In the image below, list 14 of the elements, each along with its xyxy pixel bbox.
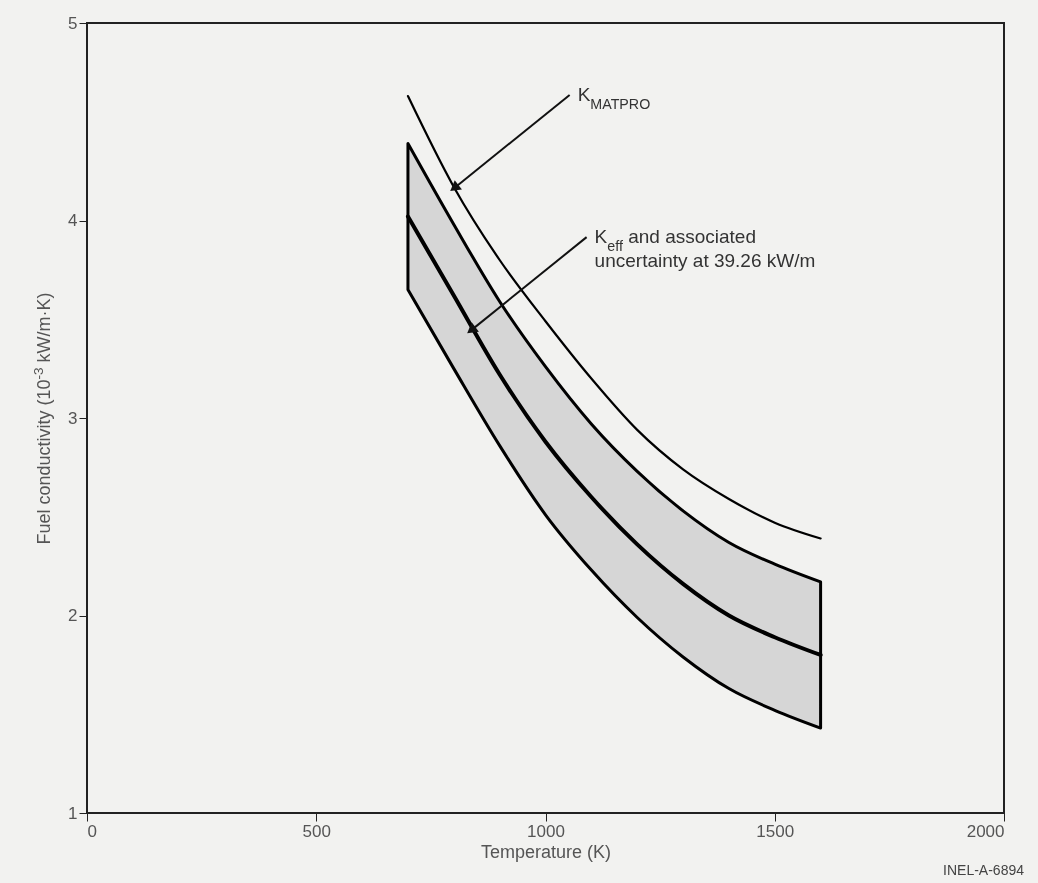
y-tick-label: 1 <box>68 803 78 823</box>
y-tick-label: 3 <box>68 408 78 428</box>
x-tick-label: 0 <box>87 821 97 841</box>
text: INEL-A-6894 <box>943 862 1025 878</box>
y-tick-label: 5 <box>68 13 78 33</box>
y-tick-label: 4 <box>68 211 78 230</box>
annotation: K$_{eff}$ and associated uncertainty at 39.26 kW/m <box>594 226 816 272</box>
y-tick-label: 2 <box>68 606 78 625</box>
x-tick-label: 1500 <box>756 821 795 841</box>
x-tick-label: 1000 <box>527 821 565 841</box>
annotation: K$_{MATPRO}$ <box>577 83 651 112</box>
x-axis-title: Temperature (K) <box>480 841 612 862</box>
x-tick-label: 500 <box>302 821 331 841</box>
x-tick-label: 2000 <box>966 821 1005 841</box>
